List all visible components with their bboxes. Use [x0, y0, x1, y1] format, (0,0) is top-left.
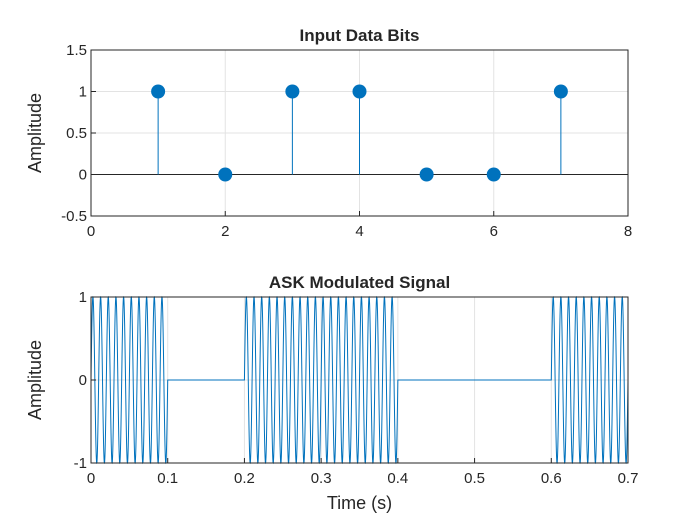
ax1-ytick-label: 1 — [79, 84, 87, 101]
ax1-ytick-label: 0 — [79, 167, 87, 184]
ask-signal-line — [90, 295, 629, 465]
ax1-ytick-label: 1.5 — [66, 42, 87, 59]
input-bit-marker — [419, 167, 434, 182]
ax2-xtick-label: 0.5 — [464, 470, 485, 487]
input-bits-tick-labels: 0 2 4 6 8-0.500.511.5 — [61, 42, 632, 240]
ax2-ytick-label: -1 — [74, 455, 87, 472]
ask-signal-axes: 0 0.1 0.2 0.3 0.4 0.5 0.6 0.7-101 ASK Modulated… — [25, 273, 638, 513]
ax1-xtick-label: 2 — [221, 223, 229, 240]
ax2-xtick-label: 0.1 — [157, 470, 178, 487]
input-bit-marker — [553, 84, 568, 99]
ax2-xtick-label: 0.7 — [618, 470, 639, 487]
ax1-xtick-label: 8 — [624, 223, 632, 240]
ax1-xtick-label: 6 — [490, 223, 498, 240]
ax2-xtick-label: 0.6 — [541, 470, 562, 487]
input-bit-marker — [218, 167, 233, 182]
ax2-xtick-label: 0 — [87, 470, 95, 487]
input-bit-marker — [151, 84, 166, 99]
ask-signal-title: ASK Modulated Signal — [269, 273, 450, 292]
ax1-ytick-label: -0.5 — [61, 208, 87, 225]
ask-signal-tick-labels: 0 0.1 0.2 0.3 0.4 0.5 0.6 0.7-101 — [74, 289, 639, 487]
ax1-xtick-label: 4 — [355, 223, 363, 240]
ax2-xtick-label: 0.3 — [311, 470, 332, 487]
input-bits-stems — [91, 84, 628, 182]
ax2-xtick-label: 0.2 — [234, 470, 255, 487]
input-bit-marker — [285, 84, 300, 99]
ax2-xtick-label: 0.4 — [387, 470, 408, 487]
input-bits-ylabel: Amplitude — [25, 93, 45, 173]
input-bit-marker — [352, 84, 367, 99]
ask-signal-ylabel: Amplitude — [25, 340, 45, 420]
ax2-ytick-label: 0 — [79, 372, 87, 389]
input-bit-marker — [486, 167, 501, 182]
input-bits-axes: 0 2 4 6 8-0.500.511.5 Input Data Bits Amplit… — [25, 26, 632, 240]
ask-signal-xlabel: Time (s) — [327, 493, 392, 513]
ax2-ytick-label: 1 — [79, 289, 87, 306]
ask-signal-line-group — [90, 295, 629, 465]
input-bits-title: Input Data Bits — [300, 26, 420, 45]
ax1-xtick-label: 0 — [87, 223, 95, 240]
ax1-ytick-label: 0.5 — [66, 125, 87, 142]
